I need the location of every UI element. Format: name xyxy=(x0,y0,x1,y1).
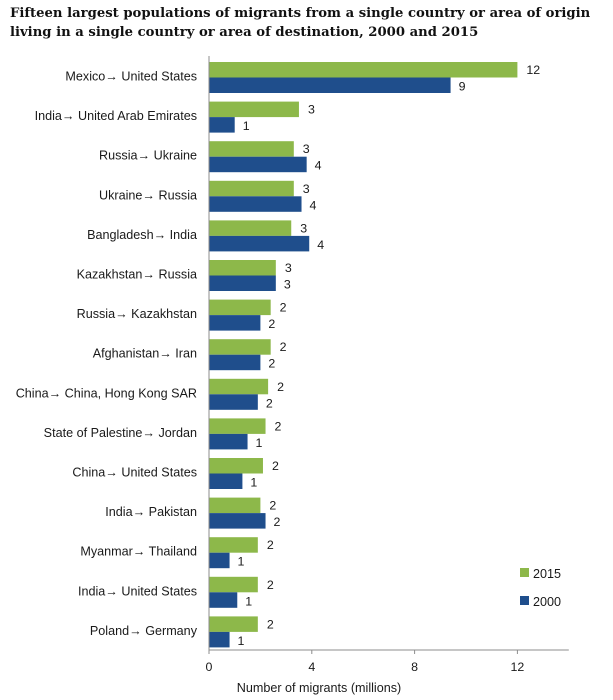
data-label-2000: 1 xyxy=(238,555,245,569)
data-label-2015: 3 xyxy=(303,142,310,156)
category-label: India→ United States xyxy=(78,584,197,598)
bar-2015 xyxy=(209,418,266,434)
data-label-2015: 2 xyxy=(280,340,287,354)
category-label: State of Palestine→ Jordan xyxy=(44,426,197,440)
bar-2015 xyxy=(209,299,271,316)
bar-2000 xyxy=(209,156,307,173)
bar-2015 xyxy=(209,339,271,355)
data-label-2000: 2 xyxy=(268,357,275,371)
data-label-2015: 2 xyxy=(277,380,284,394)
bar-2000 xyxy=(209,315,261,331)
data-label-2015: 2 xyxy=(267,538,274,552)
data-label-2015: 2 xyxy=(267,578,274,592)
legend-label-2015: 2015 xyxy=(533,567,561,581)
x-tick-label: 4 xyxy=(308,660,315,674)
bar-2015 xyxy=(209,141,294,157)
bar-2000 xyxy=(209,354,261,371)
data-label-2000: 1 xyxy=(238,634,245,648)
data-label-2015: 2 xyxy=(275,419,282,433)
data-label-2000: 1 xyxy=(243,119,250,133)
bar-2000 xyxy=(209,552,230,569)
category-label: Kazakhstan→ Russia xyxy=(77,268,197,282)
bar-2000 xyxy=(209,473,243,489)
legend-label-2000: 2000 xyxy=(533,595,561,609)
bar-2000 xyxy=(209,77,451,93)
category-label: Russia→ Ukraine xyxy=(99,149,197,163)
data-label-2000: 1 xyxy=(256,436,263,450)
category-label: Poland→ Germany xyxy=(90,624,198,638)
data-label-2000: 4 xyxy=(315,159,322,173)
bar-2015 xyxy=(209,180,294,197)
data-label-2000: 2 xyxy=(266,396,273,410)
legend-swatch-2000 xyxy=(520,596,529,605)
bar-2015 xyxy=(209,220,292,236)
bar-2000 xyxy=(209,235,310,252)
bar-2000 xyxy=(209,275,276,291)
data-label-2015: 3 xyxy=(285,261,292,275)
bar-2015 xyxy=(209,378,269,395)
bar-2015 xyxy=(209,497,261,514)
chart-title: Fifteen largest populations of migrants … xyxy=(10,6,591,40)
data-label-2015: 3 xyxy=(308,103,315,117)
x-axis-label: Number of migrants (millions) xyxy=(237,681,401,695)
data-label-2000: 1 xyxy=(250,476,257,490)
data-label-2015: 2 xyxy=(280,301,287,315)
data-label-2000: 2 xyxy=(274,515,281,529)
data-label-2015: 12 xyxy=(526,63,540,77)
bar-2000 xyxy=(209,592,238,608)
bar-2015 xyxy=(209,62,518,78)
legend-swatch-2015 xyxy=(520,568,529,577)
category-label: China→ China, Hong Kong SAR xyxy=(16,386,197,400)
bar-2015 xyxy=(209,576,258,593)
category-label: Russia→ Kazakhstan xyxy=(77,307,197,321)
x-tick-label: 0 xyxy=(206,660,213,674)
data-label-2015: 2 xyxy=(269,499,276,513)
bar-2000 xyxy=(209,196,302,212)
data-label-2015: 2 xyxy=(267,617,274,631)
bar-2015 xyxy=(209,101,299,118)
data-label-2015: 3 xyxy=(300,221,307,235)
data-label-2000: 3 xyxy=(284,278,291,292)
bar-2000 xyxy=(209,433,248,450)
category-label: Mexico→ United States xyxy=(65,70,197,84)
bar-2015 xyxy=(209,616,258,632)
data-label-2000: 4 xyxy=(310,198,317,212)
category-label: Myanmar→ Thailand xyxy=(80,545,197,559)
category-label: Ukraine→ Russia xyxy=(99,188,197,202)
data-label-2000: 9 xyxy=(459,80,466,94)
bar-2000 xyxy=(209,631,230,648)
bar-2000 xyxy=(209,117,235,133)
category-label: Afghanistan→ Iran xyxy=(93,347,197,361)
data-label-2015: 3 xyxy=(303,182,310,196)
x-tick-label: 12 xyxy=(511,660,525,674)
category-label: Bangladesh→ India xyxy=(87,228,197,242)
bar-2000 xyxy=(209,513,266,529)
bar-2015 xyxy=(209,458,263,474)
data-label-2000: 1 xyxy=(245,594,252,608)
category-label: India→ Pakistan xyxy=(105,505,197,519)
bar-2015 xyxy=(209,260,276,276)
data-label-2000: 4 xyxy=(317,238,324,252)
category-label: India→ United Arab Emirates xyxy=(35,109,197,123)
bar-2015 xyxy=(209,537,258,553)
data-label-2000: 2 xyxy=(268,317,275,331)
category-label: China→ United States xyxy=(72,466,197,480)
bar-2000 xyxy=(209,394,258,410)
data-label-2015: 2 xyxy=(272,459,279,473)
x-tick-label: 8 xyxy=(411,660,418,674)
